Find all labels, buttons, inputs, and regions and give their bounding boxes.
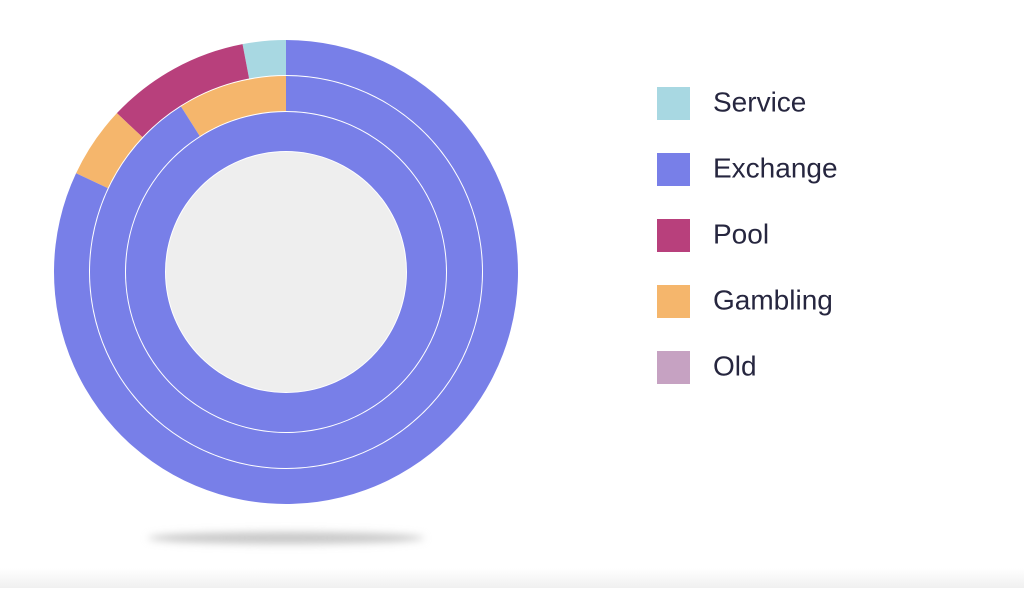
legend-label: Exchange	[713, 152, 838, 183]
legend-swatch	[657, 87, 690, 120]
center-disc	[166, 152, 406, 392]
legend-label: Service	[713, 86, 806, 117]
ring-segment	[180, 76, 286, 137]
ring-segment	[76, 113, 143, 189]
legend: Service Exchange Pool Gambling Old	[657, 86, 838, 384]
legend-label: Gambling	[713, 284, 833, 315]
ring-segment	[242, 40, 286, 79]
shadow	[148, 532, 424, 544]
legend-label: Old	[713, 350, 757, 381]
rings	[54, 40, 519, 505]
legend-swatch	[657, 219, 690, 252]
legend-label: Pool	[713, 218, 769, 249]
legend-swatch	[657, 153, 690, 186]
ring-segment	[116, 44, 250, 138]
footer-shade	[0, 568, 1024, 588]
legend-swatch	[657, 285, 690, 318]
legend-swatch	[657, 351, 690, 384]
